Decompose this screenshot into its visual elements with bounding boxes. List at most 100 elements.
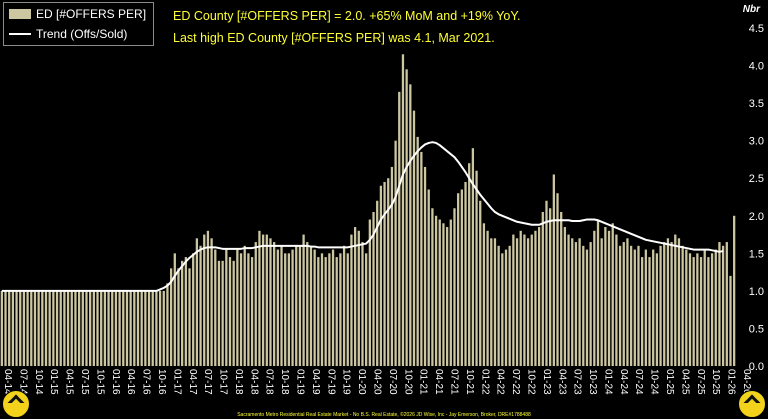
bar-150: [552, 174, 555, 366]
bar-48: [177, 268, 180, 366]
bar-180: [663, 242, 666, 366]
x-tick-label: 04-14: [2, 369, 13, 395]
x-tick-label: 01-24: [602, 369, 613, 395]
bar-128: [471, 148, 475, 366]
bar-16: [59, 290, 62, 366]
x-tick-label: 01-15: [48, 369, 59, 395]
bar-35: [129, 290, 132, 366]
x-tick-label: 01-19: [295, 369, 306, 395]
bar-146: [537, 227, 541, 366]
x-tick-label: 04-18: [248, 369, 259, 395]
bar-4: [15, 290, 18, 366]
bar-85: [313, 249, 316, 366]
bar-96: [353, 227, 357, 366]
bar-62: [228, 257, 232, 366]
x-tick-label: 10-14: [33, 369, 44, 395]
headline-last-high: Last high ED County [#OFFERS PER] was 4.…: [173, 31, 495, 45]
bar-190: [699, 257, 703, 366]
x-tick-label: 01-17: [171, 369, 182, 395]
bar-105: [387, 178, 390, 366]
bar-129: [475, 170, 478, 366]
bar-47: [173, 253, 176, 366]
bar-131: [482, 223, 486, 366]
x-tick-label: 04-26: [741, 369, 752, 395]
x-axis: 04-14 07-14 10-14 01-15 04-15 07-15 10-15 01-16…: [2, 369, 752, 395]
bar-155: [571, 238, 574, 366]
bar-113: [416, 136, 419, 366]
bar-186: [685, 249, 688, 366]
bar-95: [350, 234, 353, 366]
bar-174: [641, 257, 644, 366]
bar-164: [604, 227, 607, 366]
x-tick-label: 04-25: [679, 369, 690, 395]
x-tick-label: 10-25: [710, 369, 721, 395]
bar-139: [512, 234, 515, 366]
bar-130: [479, 200, 482, 366]
bar-88: [324, 257, 327, 366]
bar-21: [77, 290, 81, 366]
x-tick-label: 01-23: [541, 369, 552, 395]
y-tick-label: 4.0: [749, 61, 764, 73]
bar-56: [206, 230, 210, 366]
bar-20: [74, 290, 77, 366]
bar-60: [221, 260, 224, 366]
x-tick-label: 01-21: [418, 369, 429, 395]
x-tick-label: 01-16: [110, 369, 121, 395]
bar-191: [703, 249, 706, 366]
bar-106: [390, 166, 394, 366]
y-tick-label: 2.5: [749, 173, 764, 185]
bar-103: [379, 185, 383, 366]
bar-28: [103, 290, 107, 366]
bar-170: [626, 238, 629, 366]
x-tick-label: 10-17: [218, 369, 229, 395]
bar-149: [549, 208, 552, 366]
bar-194: [714, 249, 717, 366]
bar-57: [210, 238, 213, 366]
bar-163: [600, 238, 603, 366]
bar-81: [298, 245, 302, 366]
bar-133: [490, 238, 493, 366]
legend-label-trend: Trend (Offs/Sold): [36, 27, 128, 41]
bar-51: [188, 268, 191, 366]
x-tick-label: 04-23: [556, 369, 567, 395]
x-tick-label: 01-25: [664, 369, 675, 395]
footer-credit: Sacramento Metro Residential Real Estate…: [237, 412, 531, 418]
bar-26: [96, 290, 99, 366]
x-tick-label: 07-18: [264, 369, 275, 395]
x-tick-label: 10-22: [525, 369, 536, 395]
bar-71: [261, 234, 265, 366]
y-tick-label: 4.5: [749, 23, 764, 35]
bar-136: [501, 253, 504, 366]
bar-138: [508, 245, 511, 366]
x-tick-label: 10-19: [341, 369, 352, 395]
bar-189: [696, 253, 699, 366]
bar-119: [438, 219, 441, 366]
bar-53: [195, 238, 199, 366]
bar-162: [596, 219, 600, 366]
bar-184: [677, 238, 681, 366]
bar-82: [302, 234, 305, 366]
bar-79: [291, 249, 294, 366]
bar-123: [453, 208, 456, 366]
bar-80: [295, 245, 298, 366]
x-tick-label: 07-21: [448, 369, 459, 395]
bar-70: [258, 230, 261, 366]
bar-38: [140, 290, 143, 366]
bar-167: [615, 234, 618, 366]
bar-44: [162, 290, 165, 366]
bar-78: [287, 253, 291, 366]
x-tick-label: 01-26: [726, 369, 737, 395]
y-tick-label: 3.0: [749, 136, 764, 148]
unit-label: Nbr: [742, 4, 760, 15]
bar-99: [365, 253, 368, 366]
x-tick-label: 01-20: [356, 369, 367, 395]
bar-75: [276, 249, 279, 366]
legend-label-bars: ED [#OFFERS PER]: [36, 7, 147, 21]
bar-11: [41, 290, 44, 366]
bar-10: [37, 290, 40, 366]
bar-30: [111, 290, 114, 366]
bar-series: [0, 54, 736, 367]
x-tick-label: 10-23: [587, 369, 598, 395]
bar-27: [100, 290, 103, 366]
bar-50: [184, 257, 187, 366]
